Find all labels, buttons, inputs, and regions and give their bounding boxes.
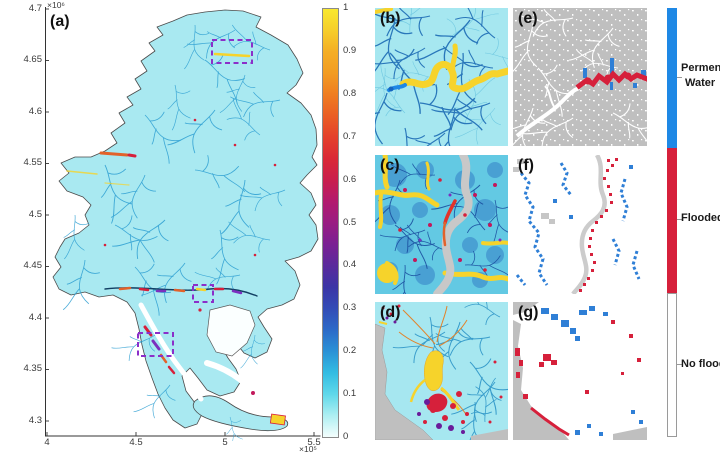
zoom-box-d	[137, 332, 174, 357]
colorbar-tick-label: 0.9	[343, 45, 357, 56]
colorbar-tick-label: 0.3	[343, 302, 357, 313]
colorbar-tick-label: 0.4	[343, 259, 357, 270]
legend-label-permanent-water-line1: Permenant	[681, 62, 720, 74]
flood-cluster	[409, 350, 469, 434]
gray-river	[571, 155, 607, 294]
colorbar-tick-label: 0.8	[343, 88, 357, 99]
y-tick-label: 4.35	[23, 363, 43, 374]
blue-permanent-pixels	[583, 58, 646, 90]
zoom-box-c	[192, 284, 214, 303]
zoom-box-b	[211, 39, 253, 64]
colorbar-tick-label: 0.1	[343, 388, 357, 399]
y-tick-label: 4.4	[28, 312, 42, 323]
legend-label-no-flood: No flood	[681, 358, 720, 370]
basin-outline	[52, 9, 319, 429]
panel-f-map: (f)	[513, 155, 647, 294]
x-tick-label: 4.5	[129, 437, 143, 448]
colorbar-tick-label: 0.6	[343, 174, 357, 185]
colorbar-tick-label: 0.7	[343, 131, 357, 142]
axes	[45, 7, 321, 437]
y-tick-label: 4.6	[28, 106, 42, 117]
x-tick-label: 5.5	[307, 437, 321, 448]
y-tick-label: 4.3	[28, 415, 42, 426]
y-tick-label: 4.45	[23, 260, 43, 271]
panel-f-label: (f)	[518, 157, 534, 174]
panel-c-label: (c)	[380, 157, 400, 174]
x-tick-label: 5	[222, 437, 228, 448]
red-flooded-patches	[515, 320, 641, 399]
legend-tick	[677, 219, 682, 220]
basin-boat-lobe	[192, 395, 289, 432]
panel-e-label: (e)	[518, 10, 538, 27]
red-flooded-river	[575, 70, 647, 90]
panel-d-map: (d)	[375, 302, 508, 440]
legend-strip-no-flood	[667, 293, 677, 437]
panel-g-map: (g)	[513, 302, 647, 440]
main-basin-map-svg	[45, 7, 321, 441]
panel-e-map: (e)	[513, 8, 647, 146]
coast-gray	[513, 320, 569, 440]
zoom-region-boxes	[137, 39, 253, 357]
y-tick-label: 4.5	[28, 209, 42, 220]
coast-gray	[375, 323, 434, 440]
legend-label-permanent-water-line2: Water	[685, 77, 716, 89]
colorbar-tick-label: 0.5	[343, 217, 357, 228]
x-tick-label: 4	[44, 437, 50, 448]
red-flooded-pixels	[579, 158, 618, 292]
yellow-river	[375, 8, 508, 93]
basin-shape	[52, 9, 319, 432]
blue-permanent-patches	[541, 306, 643, 436]
y-axis-exponent: ×10⁶	[47, 0, 65, 10]
panel-b-map: (b)	[375, 8, 508, 146]
panel-a-label: (a)	[50, 13, 70, 30]
legend-tick	[677, 364, 682, 365]
basin-hotspots	[66, 52, 286, 426]
legend-tick	[677, 77, 682, 78]
colorbar-tick-label: 0	[343, 431, 349, 442]
panel-g-label: (g)	[518, 304, 539, 321]
y-tick-label: 4.7	[28, 3, 42, 14]
blue-permanent-chains	[515, 162, 641, 286]
colorbar-tick-label: 1	[343, 2, 349, 13]
gray-river	[433, 155, 473, 294]
panel-b-label: (b)	[380, 10, 401, 27]
colorbar-gradient	[322, 8, 339, 438]
panel-d-label: (d)	[380, 304, 401, 321]
legend-strip-flooded	[667, 148, 677, 293]
y-tick-label: 4.55	[23, 157, 43, 168]
y-tick-label: 4.65	[23, 54, 43, 65]
colorbar-tick-label: 0.2	[343, 345, 357, 356]
legend-strip-permanent-water	[667, 8, 677, 148]
x-axis-exponent: ×10⁵	[299, 444, 317, 454]
legend-label-flooded: Flooded	[681, 212, 720, 224]
panel-c-map: (c)	[375, 155, 508, 294]
empty-subbasin	[206, 304, 256, 357]
